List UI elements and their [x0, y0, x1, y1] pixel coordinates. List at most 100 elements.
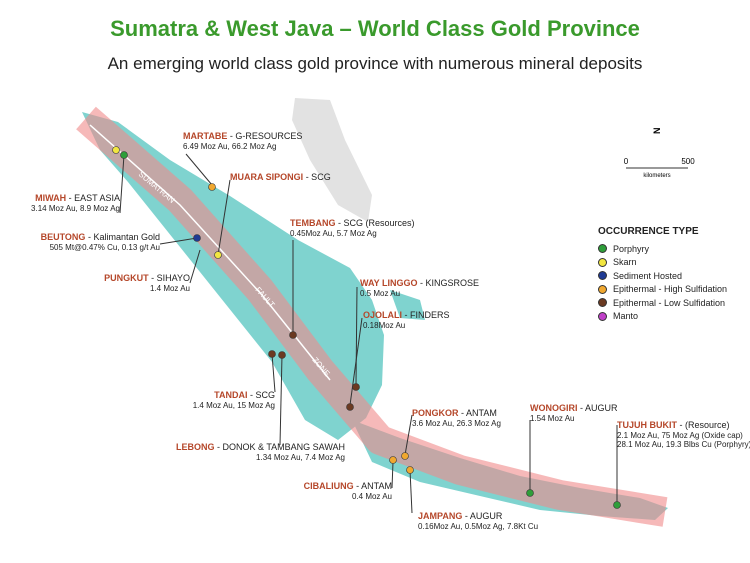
deposit-resource: 1.4 Moz Au, 15 Moz Ag: [192, 401, 275, 410]
deposit-name: TANDAI: [214, 390, 248, 400]
legend-item: Porphyry: [598, 242, 727, 256]
deposit-dots: [112, 146, 621, 509]
deposit-company: - SCG (Resources): [338, 218, 415, 228]
legend: OCCURRENCE TYPE Porphyry Skarn Sediment Hos…: [598, 226, 727, 323]
scale-label: 500: [681, 157, 695, 166]
deposit-heading: OJOLALI - FINDERS: [363, 310, 450, 321]
deposit-label: MARTABE - G-RESOURCES 6.49 Moz Au, 66.2 M…: [183, 131, 302, 151]
deposit-company: - (Resource): [679, 420, 730, 430]
deposit-heading: JAMPANG - AUGUR: [418, 511, 538, 522]
deposit-name: JAMPANG: [418, 511, 463, 521]
legend-item: Epithermal - High Sulfidation: [598, 283, 727, 297]
deposit-label: WONOGIRI - AUGUR 1.54 Moz Au: [530, 403, 618, 423]
deposit-resource: 0.18Moz Au: [363, 321, 406, 330]
legend-label: Sediment Hosted: [613, 270, 683, 281]
legend-label: Porphyry: [613, 243, 650, 254]
deposit-name: MIWAH: [35, 193, 67, 203]
deposit-resource: 28.1 Moz Au, 19.3 Blbs Cu (Porphyry): [617, 440, 750, 449]
deposit-name: MUARA SIPONGI: [230, 172, 304, 182]
deposit-resource: 1.34 Moz Au, 7.4 Moz Ag: [256, 453, 345, 462]
deposit-name: PUNGKUT: [104, 273, 149, 283]
deposit-company: - SCG: [249, 390, 275, 400]
deposit-label: WAY LINGGO - KINGSROSE 0.5 Moz Au: [360, 278, 479, 298]
deposit-name: LEBONG: [175, 442, 215, 452]
legend-label: Epithermal - High Sulfidation: [613, 284, 728, 295]
deposit-resource: 0.16Moz Au, 0.5Moz Ag, 7.8Kt Cu: [418, 522, 539, 531]
legend-item: Epithermal - Low Sulfidation: [598, 296, 727, 310]
subtitle: An emerging world class gold province wi…: [107, 54, 643, 73]
deposit-heading: MARTABE - G-RESOURCES: [183, 131, 302, 142]
scale-unit: kilometers: [643, 173, 670, 179]
deposit-heading: BEUTONG - Kalimantan Gold: [41, 232, 160, 243]
deposit-name: TEMBANG: [290, 218, 336, 228]
deposit-resource: 1.54 Moz Au: [530, 414, 575, 423]
deposit-company: - KINGSROSE: [420, 278, 480, 288]
deposit-label: MUARA SIPONGI - SCG: [230, 172, 331, 183]
deposit-name: CIBALIUNG: [303, 481, 354, 491]
deposit-heading: TANDAI - SCG: [193, 390, 275, 401]
deposit-company: - AUGUR: [464, 511, 503, 521]
legend-swatch: [598, 298, 607, 308]
deposit-resource: 3.6 Moz Au, 26.3 Moz Ag: [412, 419, 501, 428]
deposit-company: - ANTAM: [461, 408, 497, 418]
deposit-company: - G-RESOURCES: [229, 131, 303, 141]
fault-line: [89, 124, 331, 381]
deposit-heading: MUARA SIPONGI - SCG: [230, 172, 331, 183]
deposit-name: TUJUH BUKIT: [617, 420, 677, 430]
scale-label: 0: [624, 157, 629, 166]
legend-label: Manto: [613, 311, 639, 322]
legend-title: OCCURRENCE TYPE: [598, 226, 699, 237]
deposit-resource: 2.1 Moz Au, 75 Moz Ag (Oxide cap): [617, 431, 743, 440]
legend-label: Skarn: [613, 257, 637, 268]
deposit-label: TEMBANG - SCG (Resources) 0.45Moz Au, 5.7…: [290, 218, 415, 238]
deposit-name: MARTABE: [183, 131, 228, 141]
deposit-label: LEBONG - DONOK & TAMBANG SAWAH 1.34 Moz A…: [176, 442, 345, 462]
legend-item: Manto: [598, 310, 727, 324]
deposit-heading: TUJUH BUKIT - (Resource): [617, 420, 750, 431]
deposit-heading: WONOGIRI - AUGUR: [530, 403, 618, 414]
legend-swatch: [598, 311, 607, 321]
deposit-company: - ANTAM: [356, 481, 392, 491]
deposit-label: PUNGKUT - SIHAYO 1.4 Moz Au: [104, 273, 190, 293]
deposit-company: - FINDERS: [404, 310, 450, 320]
deposit-heading: MIWAH - EAST ASIA: [31, 193, 120, 204]
deposit-heading: WAY LINGGO - KINGSROSE: [360, 278, 479, 289]
deposit-company: - AUGUR: [580, 403, 618, 413]
north-arrow: N: [652, 128, 662, 135]
deposit-resource: 6.49 Moz Au, 66.2 Moz Ag: [183, 142, 277, 151]
deposit-company: - Kalimantan Gold: [87, 232, 160, 242]
legend-swatch: [598, 257, 607, 267]
deposit-label: JAMPANG - AUGUR 0.16Moz Au, 0.5Moz Ag, 7.…: [418, 511, 538, 531]
deposit-heading: PUNGKUT - SIHAYO: [104, 273, 190, 284]
deposit-name: WONOGIRI: [530, 403, 578, 413]
deposit-resource: 0.5 Moz Au: [360, 289, 401, 298]
deposit-resource: 0.45Moz Au, 5.7 Moz Ag: [290, 229, 377, 238]
deposit-company: - SCG: [305, 172, 331, 182]
deposit-label: PONGKOR - ANTAM 3.6 Moz Au, 26.3 Moz Ag: [412, 408, 501, 428]
deposit-resource: 0.4 Moz Au: [351, 492, 392, 501]
deposit-name: BEUTONG: [40, 232, 86, 242]
deposit-label: BEUTONG - Kalimantan Gold 505 Mt@0.47% Cu…: [41, 232, 160, 252]
title: Sumatra & West Java – World Class Gold P…: [110, 16, 640, 41]
deposit-label: OJOLALI - FINDERS 0.18Moz Au: [363, 310, 450, 330]
deposit-resource: 505 Mt@0.47% Cu, 0.13 g/t Au: [49, 243, 160, 252]
deposit-heading: LEBONG - DONOK & TAMBANG SAWAH: [176, 442, 345, 453]
legend-swatch: [598, 244, 607, 254]
deposit-heading: CIBALIUNG - ANTAM: [304, 481, 392, 492]
deposit-name: PONGKOR: [412, 408, 459, 418]
deposit-company: - EAST ASIA: [68, 193, 120, 203]
deposit-resource: 3.14 Moz Au, 8.9 Moz Ag: [31, 204, 120, 213]
leader-lines: [119, 153, 618, 514]
bangka: [390, 290, 425, 320]
legend-item: Skarn: [598, 256, 727, 270]
deposit-heading: PONGKOR - ANTAM: [412, 408, 501, 419]
malaysia: [292, 98, 372, 222]
deposit-label: TANDAI - SCG 1.4 Moz Au, 15 Moz Ag: [193, 390, 275, 410]
legend-swatch: [598, 271, 607, 281]
deposit-label: CIBALIUNG - ANTAM 0.4 Moz Au: [304, 481, 392, 501]
deposit-label: TUJUH BUKIT - (Resource) 2.1 Moz Au, 75 M…: [617, 420, 750, 449]
deposit-name: OJOLALI: [363, 310, 403, 320]
deposit-company: - SIHAYO: [151, 273, 190, 283]
